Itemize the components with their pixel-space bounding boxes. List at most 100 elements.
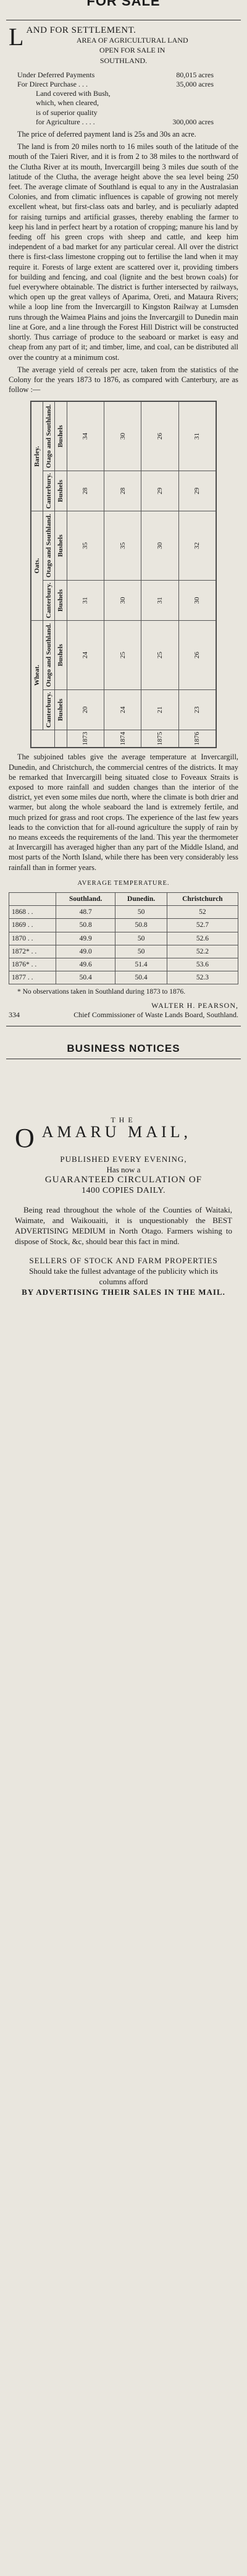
oamaru-mail-advertisement: THE O AMARU MAIL, PUBLISHED EVERY EVENIN… bbox=[0, 1115, 247, 1297]
price-value: 300,000 acres bbox=[172, 117, 214, 126]
year-cell: 1876 bbox=[178, 730, 216, 748]
price-row: For Direct Purchase . . . 35,000 acres bbox=[17, 80, 238, 89]
has-now-line: Has now a bbox=[106, 1164, 141, 1174]
headline: AND FOR SETTLEMENT. bbox=[26, 25, 136, 35]
value-cell: 49.6 bbox=[56, 957, 116, 972]
value-cell: 26 bbox=[178, 620, 216, 690]
unit-label bbox=[54, 730, 67, 748]
table-header: Christchurch bbox=[166, 892, 239, 906]
price-label: is of superior quality bbox=[36, 108, 98, 117]
value-cell: 53.6 bbox=[166, 957, 239, 972]
crop-header: Barley. bbox=[31, 401, 43, 511]
masthead-initial: O bbox=[15, 1122, 38, 1153]
value-cell: 50.4 bbox=[56, 971, 116, 985]
sub-col-header: Otago and Southland. bbox=[43, 401, 55, 471]
temperature-table: Southland. Dunedin. Christchurch 1868 . … bbox=[8, 892, 239, 985]
price-value: 35,000 acres bbox=[176, 80, 214, 89]
table-row: 1868 . . 48.7 50 52 bbox=[8, 905, 239, 919]
year-cell: 1868 . . bbox=[8, 905, 57, 919]
value-cell: 30 bbox=[178, 580, 216, 621]
value-cell: 25 bbox=[104, 620, 141, 690]
unit-label: Bushels bbox=[54, 689, 67, 730]
land-price-list: Under Deferred Payments 80,015 acres For… bbox=[17, 70, 238, 127]
value-cell: 52 bbox=[166, 905, 239, 919]
closing-line: BY ADVERTISING THEIR SALES IN THE MAIL. bbox=[22, 1287, 225, 1297]
price-row: Under Deferred Payments 80,015 acres bbox=[17, 70, 238, 80]
price-row: for Agriculture . . . . 300,000 acres bbox=[17, 117, 238, 127]
value-cell: 50.8 bbox=[115, 918, 167, 932]
crop-header: Wheat. bbox=[31, 620, 43, 730]
value-cell: 35 bbox=[67, 511, 104, 581]
value-cell: 26 bbox=[141, 401, 179, 471]
value-cell: 30 bbox=[104, 580, 141, 621]
drop-cap: L bbox=[9, 25, 24, 51]
sub-col-header: Canterbury. bbox=[43, 471, 55, 511]
year-cell: 1870 . . bbox=[8, 931, 57, 945]
table-row: 1870 . . 49.9 50 52.6 bbox=[8, 931, 239, 945]
value-cell: 29 bbox=[141, 471, 179, 511]
signature-name: WALTER H. PEARSON, bbox=[151, 1000, 238, 1010]
value-cell: 31 bbox=[141, 580, 179, 621]
copies-line: 1400 COPIES DAILY. bbox=[81, 1185, 166, 1195]
section-heading-for-sale: FOR SALE bbox=[86, 0, 161, 9]
value-cell: 28 bbox=[104, 471, 141, 511]
table-header bbox=[8, 892, 57, 906]
value-cell: 50 bbox=[115, 905, 167, 919]
value-cell: 31 bbox=[178, 401, 216, 471]
table-row: 1876 23 26 30 32 29 31 bbox=[178, 401, 216, 748]
price-row: is of superior quality bbox=[17, 108, 238, 117]
body-paragraph-1: The land is from 20 miles north to 16 mi… bbox=[9, 142, 238, 362]
value-cell: 30 bbox=[104, 401, 141, 471]
value-cell: 31 bbox=[67, 580, 104, 621]
sub-col-header: Canterbury. bbox=[43, 580, 55, 621]
table-row: 1876* . . 49.6 51.4 53.6 bbox=[8, 957, 239, 972]
value-cell: 51.4 bbox=[115, 957, 167, 972]
subhead-1: AREA OF AGRICULTURAL LAND bbox=[76, 36, 188, 45]
value-cell: 52.2 bbox=[166, 944, 239, 958]
body-paragraph-2: The average yield of cereals per acre, t… bbox=[9, 365, 238, 395]
year-cell: 1877 . . bbox=[8, 971, 57, 985]
value-cell: 32 bbox=[178, 511, 216, 581]
mail-body-2: Should take the fullest advantage of the… bbox=[29, 1266, 218, 1286]
unit-label: Bushels bbox=[54, 471, 67, 511]
subhead-2: OPEN FOR SALE IN bbox=[99, 46, 165, 55]
unit-label: Bushels bbox=[54, 511, 67, 581]
masthead-the: THE bbox=[111, 1115, 136, 1124]
value-cell: 52.6 bbox=[166, 931, 239, 945]
price-label: which, when cleared, bbox=[36, 98, 99, 108]
year-cell: 1874 bbox=[104, 730, 141, 748]
value-cell: 29 bbox=[178, 471, 216, 511]
value-cell: 30 bbox=[141, 511, 179, 581]
value-cell: 24 bbox=[104, 689, 141, 730]
value-cell: 34 bbox=[67, 401, 104, 471]
price-label: Under Deferred Payments bbox=[17, 70, 95, 79]
unit-label: Bushels bbox=[54, 401, 67, 471]
year-cell: 1876* . . bbox=[8, 957, 57, 972]
temperature-table-title: AVERAGE TEMPERATURE. bbox=[77, 879, 170, 887]
table-row: 1869 . . 50.8 50.8 52.7 bbox=[8, 918, 239, 932]
price-row: Land covered with Bush, bbox=[17, 89, 238, 98]
masthead-title: O AMARU MAIL, bbox=[15, 1122, 232, 1153]
value-cell: 24 bbox=[67, 620, 104, 690]
value-cell: 50 bbox=[115, 944, 167, 958]
sub-col-header: Otago and Southland. bbox=[43, 620, 55, 690]
value-cell: 50 bbox=[115, 931, 167, 945]
table-row: 1872* . . 49.0 50 52.2 bbox=[8, 944, 239, 958]
sub-col-header: Otago and Southland. bbox=[43, 511, 55, 581]
year-header bbox=[31, 730, 55, 748]
value-cell: 20 bbox=[67, 689, 104, 730]
value-cell: 49.9 bbox=[56, 931, 116, 945]
footnote: * No observations taken in Southland dur… bbox=[17, 988, 186, 996]
price-label: Land covered with Bush, bbox=[36, 89, 111, 98]
section-heading-business-notices: BUSINESS NOTICES bbox=[67, 1042, 180, 1054]
value-cell: 49.0 bbox=[56, 944, 116, 958]
price-note: The price of deferred payment land is 25… bbox=[17, 130, 196, 139]
value-cell: 50.8 bbox=[56, 918, 116, 932]
year-cell: 1872* . . bbox=[8, 944, 57, 958]
value-cell: 28 bbox=[67, 471, 104, 511]
value-cell: 48.7 bbox=[56, 905, 116, 919]
reference-number: 334 bbox=[9, 1010, 20, 1019]
published-line: PUBLISHED EVERY EVENING, bbox=[60, 1154, 187, 1164]
body-paragraph-3: The subjoined tables give the average te… bbox=[9, 753, 238, 872]
subhead-3: SOUTHLAND. bbox=[99, 56, 148, 65]
